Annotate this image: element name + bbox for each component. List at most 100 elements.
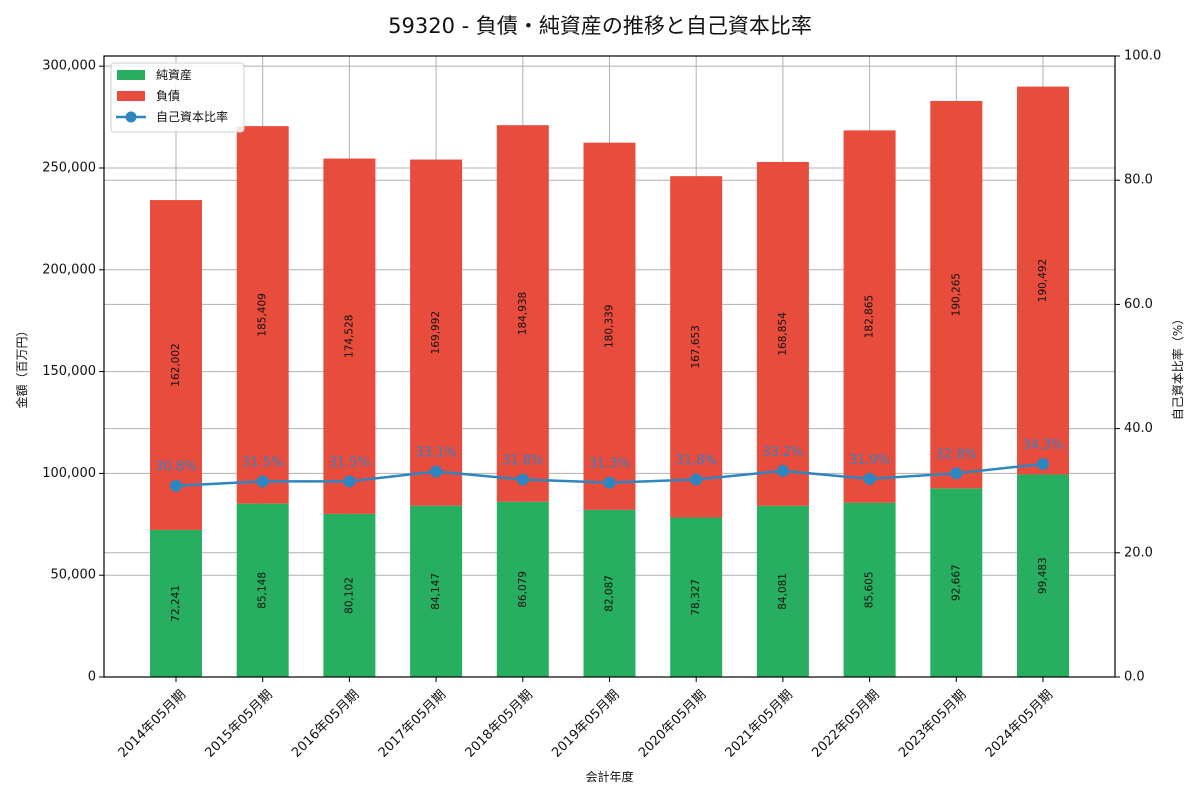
equity-bar	[410, 505, 463, 677]
liability-value-label: 190,265	[950, 273, 962, 316]
y-tick-label: 50,000	[51, 568, 97, 583]
liability-bar	[843, 130, 896, 503]
x-axis-label: 会計年度	[585, 769, 633, 784]
liability-bar	[930, 100, 983, 489]
y-tick-label: 250,000	[42, 160, 96, 175]
y-tick-label: 0	[88, 670, 96, 685]
equity-bar	[930, 488, 983, 677]
y-tick-label: 150,000	[42, 364, 96, 379]
x-tick-label: 2015年05月期	[202, 687, 275, 760]
liability-value-label: 182,865	[864, 295, 876, 338]
equity-bar	[1017, 474, 1069, 677]
equity-ratio-label: 31.9%	[849, 453, 890, 468]
liability-value-label: 190,492	[1037, 259, 1049, 302]
equity-bar	[496, 501, 549, 677]
liability-value-label: 167,653	[690, 325, 702, 368]
y2-tick-label: 80.0	[1124, 173, 1153, 188]
legend-label: 自己資本比率	[156, 109, 228, 124]
y2-tick-label: 100.0	[1124, 49, 1161, 64]
x-tick-label: 2014年05月期	[116, 687, 189, 760]
ratio-line-series: 30.8% 31.5% 31.5% 33.1% 31.8% 31.3% 31.8% 33.2%…	[155, 438, 1064, 492]
liability-value-label: 185,409	[257, 293, 269, 336]
equity-ratio-marker	[950, 467, 963, 480]
legend-label: 純資産	[156, 67, 192, 82]
equity-value-label: 84,081	[777, 573, 789, 610]
equity-value-label: 99,483	[1037, 557, 1049, 594]
x-tick-label: 2019年05月期	[549, 687, 622, 760]
liability-bar	[323, 158, 376, 514]
x-tick-label: 2024年05月期	[983, 687, 1056, 760]
legend-label: 負債	[156, 88, 180, 103]
equity-ratio-label: 31.3%	[589, 457, 630, 472]
equity-ratio-label: 33.1%	[415, 445, 456, 460]
liability-value-label: 169,992	[430, 311, 442, 354]
liability-value-label: 184,938	[517, 292, 529, 335]
equity-ratio-label: 31.8%	[676, 454, 717, 469]
y2-tick-label: 0.0	[1124, 670, 1145, 685]
liability-bar	[583, 142, 636, 510]
equity-value-label: 86,079	[517, 571, 529, 608]
equity-ratio-label: 30.8%	[155, 460, 196, 475]
legend-box	[110, 62, 245, 133]
equity-value-label: 92,667	[950, 564, 962, 601]
equity-bar	[843, 502, 896, 677]
x-tick-label: 2016年05月期	[289, 687, 362, 760]
equity-ratio-marker	[690, 473, 703, 486]
equity-value-label: 72,241	[170, 585, 182, 622]
liability-bar	[236, 126, 289, 504]
y-tick-label: 200,000	[42, 262, 96, 277]
x-tick-label: 2018年05月期	[463, 687, 536, 760]
equity-ratio-label: 31.5%	[329, 455, 370, 470]
equity-value-label: 82,087	[604, 575, 616, 612]
y2-tick-label: 20.0	[1124, 545, 1153, 560]
equity-ratio-label: 32.8%	[936, 447, 977, 462]
equity-ratio-marker	[170, 479, 182, 492]
liability-bar	[410, 159, 463, 506]
y-tick-label: 100,000	[42, 466, 96, 481]
equity-bar	[756, 505, 809, 677]
chart-title: 59320 - 負債・純資産の推移と自己資本比率	[388, 14, 812, 38]
liability-bar	[1017, 86, 1069, 475]
equity-ratio-label: 33.2%	[762, 445, 803, 460]
y2-tick-label: 60.0	[1124, 297, 1153, 312]
equity-ratio-marker	[776, 464, 789, 477]
equity-value-label: 85,605	[864, 571, 876, 608]
equity-ratio-label: 34.3%	[1022, 438, 1063, 453]
equity-value-label: 84,147	[430, 573, 442, 610]
liability-bar	[496, 125, 549, 502]
x-tick-label: 2017年05月期	[376, 687, 449, 760]
bar-series: 72,241 162,002 85,148 185,409 80,102 174,528 8…	[150, 86, 1069, 677]
x-tick-label: 2022年05月期	[809, 687, 882, 760]
equity-ratio-label: 31.8%	[502, 454, 543, 469]
liability-bar	[150, 200, 202, 530]
equity-value-label: 85,148	[257, 572, 269, 609]
equity-bar	[583, 509, 636, 677]
x-tick-label: 2021年05月期	[723, 687, 796, 760]
equity-ratio-marker	[863, 472, 876, 485]
equity-value-label: 78,327	[690, 579, 702, 616]
legend-marker	[125, 111, 137, 123]
equity-ratio-marker	[343, 475, 356, 488]
y-tick-label: 300,000	[42, 59, 96, 74]
equity-ratio-marker	[516, 473, 529, 486]
y-axis-label: 金額（百万円）	[14, 324, 29, 408]
equity-bar	[150, 529, 202, 677]
liability-value-label: 174,528	[343, 315, 355, 358]
equity-ratio-marker	[430, 465, 443, 478]
equity-bar	[236, 503, 289, 677]
equity-ratio-marker	[603, 476, 616, 489]
x-tick-label: 2023年05月期	[896, 687, 969, 760]
y2-axis-label: 自己資本比率（%）	[1170, 313, 1185, 420]
liability-bar	[756, 162, 809, 506]
legend-swatch	[117, 91, 145, 101]
liability-bar	[670, 176, 723, 518]
legend-swatch	[117, 70, 145, 80]
equity-bar	[323, 513, 376, 677]
equity-ratio-marker	[1037, 457, 1049, 470]
y2-tick-label: 40.0	[1124, 421, 1153, 436]
liability-value-label: 180,339	[604, 305, 616, 348]
liability-value-label: 168,854	[777, 312, 789, 356]
